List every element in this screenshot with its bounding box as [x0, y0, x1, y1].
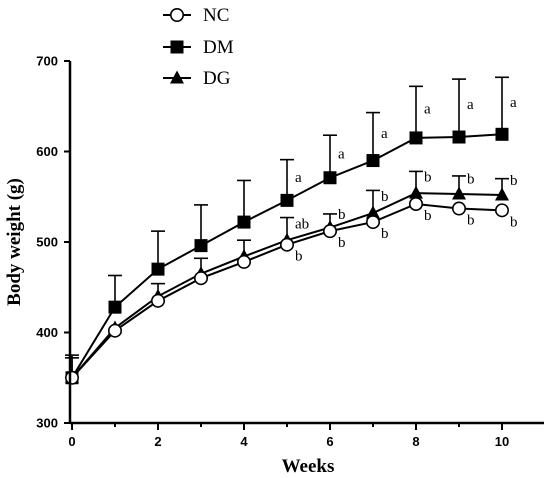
- legend-marker: [170, 40, 184, 54]
- y-tick-label: 500: [36, 235, 58, 250]
- significance-label-nc: b: [381, 226, 389, 242]
- significance-label-dm: a: [338, 146, 345, 162]
- y-tick-label: 400: [36, 325, 58, 340]
- data-point-dg: [452, 186, 466, 200]
- data-point-dm: [108, 300, 122, 314]
- y-tick-label: 300: [36, 416, 58, 431]
- significance-label-dg: b: [467, 172, 475, 188]
- y-axis-title: Body weight (g): [4, 178, 25, 306]
- data-point-nc: [65, 370, 80, 385]
- data-point-nc: [322, 224, 337, 239]
- data-point-nc: [237, 254, 252, 269]
- data-point-dm: [495, 127, 509, 141]
- x-tick-label: 10: [495, 434, 509, 449]
- legend-label: DM: [203, 37, 234, 58]
- data-point-nc: [408, 196, 423, 211]
- significance-label-dg: b: [381, 189, 389, 205]
- data-point-nc: [451, 201, 466, 216]
- data-point-dm: [194, 239, 208, 253]
- significance-label-nc: b: [467, 213, 475, 229]
- data-point-dm: [280, 193, 294, 207]
- x-tick-label: 8: [412, 434, 419, 449]
- significance-label-dg: ab: [295, 216, 309, 232]
- significance-label-nc: b: [295, 249, 303, 265]
- data-point-dg: [409, 185, 423, 199]
- x-tick-label: 4: [240, 434, 248, 449]
- legend-item-nc: NC: [163, 5, 229, 26]
- data-point-dm: [323, 171, 337, 185]
- series-markers: [65, 127, 509, 385]
- data-point-nc: [365, 215, 380, 230]
- error-bars: [65, 76, 509, 378]
- x-tick-label: 0: [68, 434, 75, 449]
- data-point-dm: [409, 131, 423, 145]
- significance-label-dm: a: [424, 102, 431, 118]
- legend-marker: [170, 8, 185, 22]
- y-tick-label: 700: [36, 54, 58, 69]
- data-point-dm: [452, 130, 466, 144]
- data-point-dg: [495, 187, 509, 201]
- data-point-dm: [151, 262, 165, 276]
- significance-label-nc: b: [338, 235, 346, 251]
- data-point-nc: [151, 293, 166, 308]
- x-axis-title: Weeks: [282, 456, 335, 477]
- data-point-dg: [366, 205, 380, 219]
- significance-label-dm: a: [381, 126, 388, 142]
- legend-label: NC: [203, 5, 229, 26]
- significance-label-dm: a: [510, 95, 517, 111]
- axes: [68, 61, 544, 425]
- legend-item-dm: DM: [163, 37, 234, 58]
- significance-label-dm: a: [295, 170, 302, 186]
- significance-label-nc: b: [510, 214, 518, 230]
- x-tick-label: 6: [326, 434, 333, 449]
- data-point-dm: [366, 154, 380, 168]
- legend: NC DM DG: [163, 5, 234, 89]
- significance-label-dg: b: [424, 170, 432, 186]
- x-tick-label: 2: [154, 434, 161, 449]
- legend-marker: [170, 70, 184, 84]
- significance-label-dg: b: [338, 207, 346, 223]
- data-point-nc: [108, 323, 123, 338]
- data-point-nc: [279, 237, 294, 252]
- data-point-nc: [194, 271, 209, 286]
- data-point-nc: [494, 203, 509, 218]
- legend-item-dg: DG: [163, 68, 231, 89]
- legend-label: DG: [203, 68, 231, 89]
- significance-label-dm: a: [467, 97, 474, 113]
- significance-label-dg: b: [510, 173, 518, 189]
- data-point-dm: [237, 215, 251, 229]
- axis-ticks: 300 400 500 600 700 0 2 4 6 8 10: [36, 54, 509, 450]
- y-tick-label: 600: [36, 144, 58, 159]
- significance-label-nc: b: [424, 208, 432, 224]
